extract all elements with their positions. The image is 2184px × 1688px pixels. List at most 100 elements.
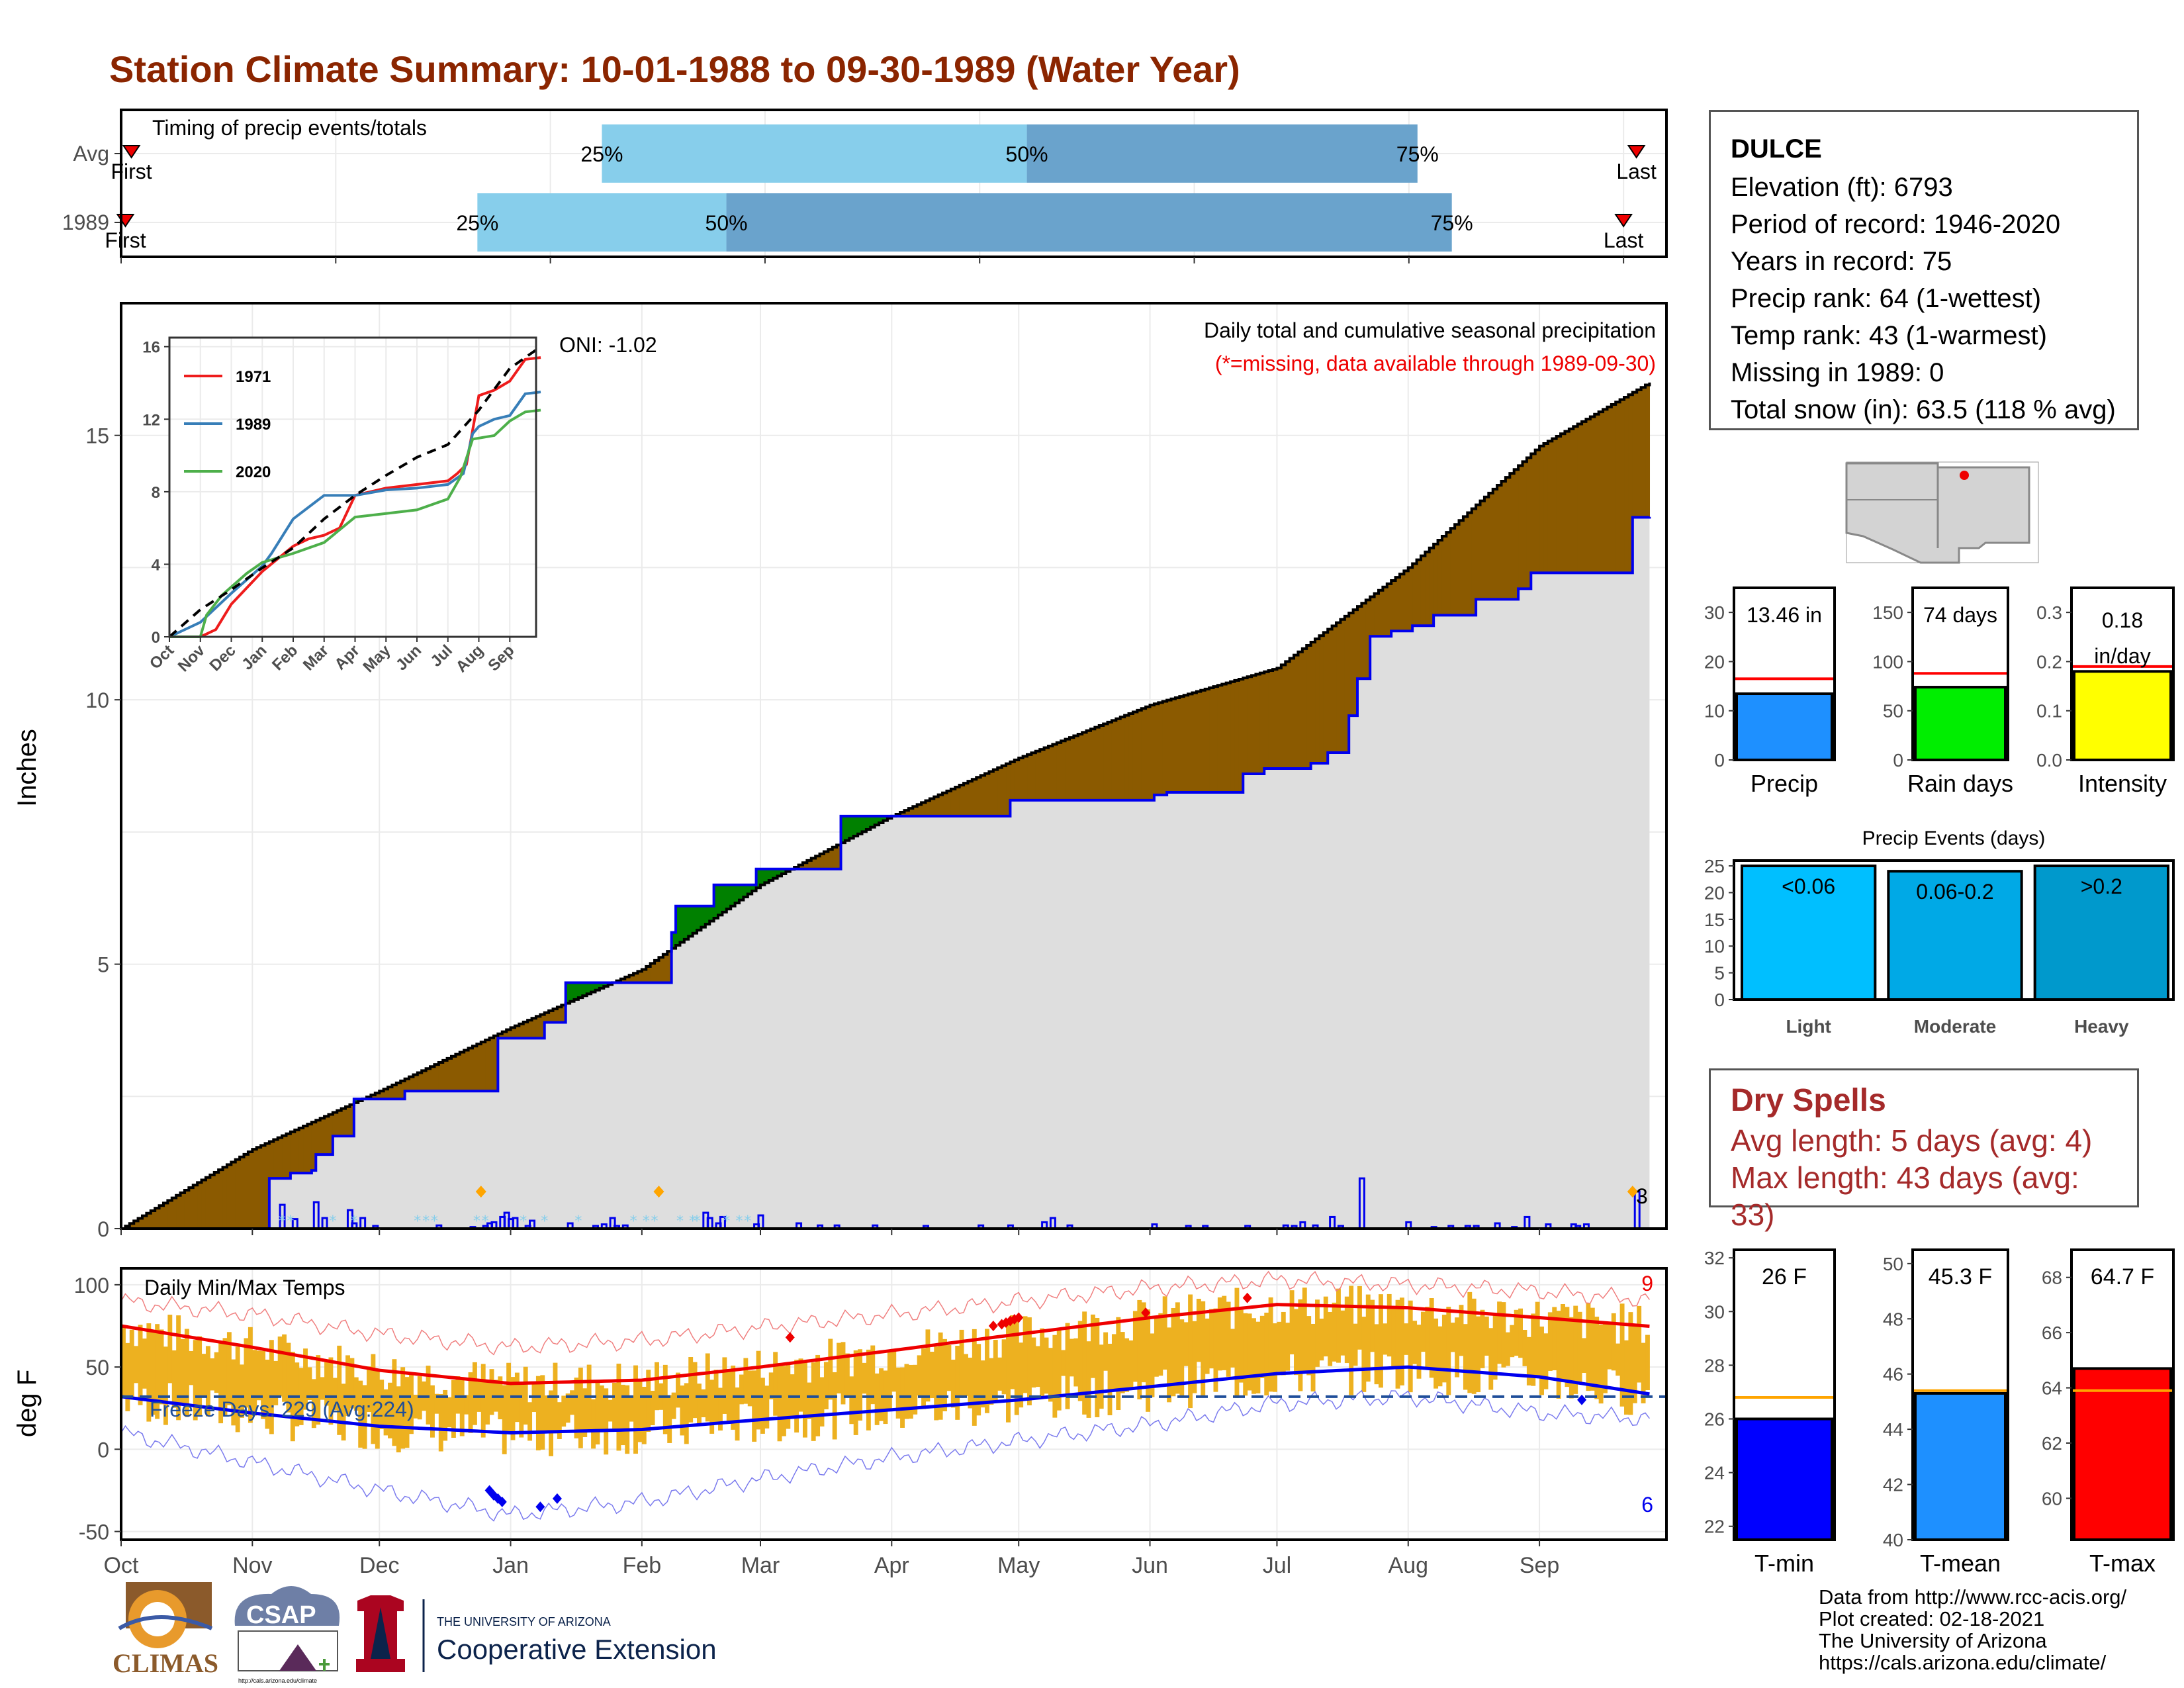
- precip-deficit-band: [832, 847, 837, 869]
- precip-deficit-band: [1518, 465, 1524, 589]
- precip-deficit-band: [252, 1149, 257, 1229]
- temp-daily-range: [1183, 1322, 1189, 1366]
- precip-surplus-band: [591, 982, 596, 992]
- precip-deficit-band: [1619, 399, 1625, 573]
- precip-deficit-band: [1573, 426, 1578, 573]
- temp-daily-range: [676, 1372, 680, 1408]
- credit-university: The University of Arizona: [1819, 1629, 2047, 1652]
- precip-y-tick-label: 10: [85, 688, 109, 712]
- precip-deficit-band: [320, 1118, 325, 1155]
- precip-deficit-band: [222, 1167, 228, 1229]
- logos: CLIMAS CSAP http://cals.arizona.edu/clim…: [113, 1582, 717, 1684]
- temp-daily-range: [1001, 1339, 1007, 1395]
- precip-deficit-band: [1383, 586, 1388, 637]
- record-count-label: 3: [1636, 1184, 1648, 1208]
- csap-logo-text: CSAP: [246, 1601, 316, 1629]
- timing-frame: [120, 109, 1668, 258]
- precip-deficit-band: [1632, 392, 1637, 518]
- temp-daily-range: [819, 1377, 825, 1427]
- small-panel-y-tick-label: 30: [1704, 602, 1725, 623]
- temp-daily-range: [502, 1385, 507, 1454]
- temp-daily-range: [358, 1380, 363, 1448]
- inset-y-tick-label: 0: [152, 629, 160, 647]
- temp-daily-range: [1247, 1313, 1252, 1391]
- precip-deficit-band: [1006, 763, 1011, 816]
- precip-observed-line: [121, 516, 1651, 1230]
- temp-daily-range: [1611, 1313, 1616, 1371]
- precip-deficit-band: [1603, 409, 1608, 573]
- temp-daily-range: [485, 1381, 490, 1425]
- temp-daily-range: [1526, 1336, 1531, 1385]
- precip-surplus-band: [781, 868, 786, 874]
- temp-daily-range: [549, 1390, 554, 1456]
- precip-deficit-band: [1289, 658, 1295, 769]
- temp-daily-range: [1259, 1315, 1265, 1378]
- precip-deficit-band: [307, 1124, 312, 1174]
- precip-deficit-band: [837, 845, 842, 869]
- temp-daily-range: [464, 1395, 469, 1415]
- temp-daily-range: [705, 1353, 710, 1422]
- precip-deficit-band: [1565, 431, 1570, 573]
- temp-daily-range: [261, 1350, 266, 1419]
- precip-deficit-band: [345, 1106, 351, 1137]
- small-panel-y-tick-label: 62: [2042, 1433, 2062, 1454]
- precip-deficit-band: [1433, 543, 1439, 616]
- precip-deficit-band: [900, 812, 905, 816]
- snow-icon: *: [279, 1213, 286, 1230]
- temp-daily-range: [891, 1349, 897, 1392]
- snow-icon: *: [723, 1213, 730, 1230]
- temp-daily-range: [1441, 1315, 1447, 1383]
- inset-line-1989: [169, 391, 541, 638]
- month-label: Sep: [1520, 1553, 1560, 1578]
- precip-deficit-band: [1255, 674, 1261, 774]
- small-panel-y-tick-label: 64: [2042, 1378, 2062, 1399]
- temp-daily-range: [1349, 1286, 1354, 1395]
- precip-deficit-band: [1146, 706, 1151, 800]
- precip-deficit-band: [1598, 412, 1604, 573]
- temp-daily-range: [150, 1331, 156, 1415]
- temp-daily-range: [662, 1364, 668, 1434]
- small-panel-y-tick-label: 100: [1872, 651, 1903, 672]
- precip-deficit-band: [1247, 677, 1252, 774]
- events-y-tick-label: 10: [1704, 936, 1725, 957]
- small-panel-y-tick-label: 44: [1883, 1419, 1903, 1440]
- events-bar-label: >0.2: [2081, 874, 2122, 898]
- temp-daily-range: [913, 1364, 918, 1415]
- temp-daily-range: [1565, 1307, 1570, 1387]
- temperature-panel: Daily Min/Max Temps Freeze Days: 229 (Avg…: [13, 1267, 1668, 1578]
- precip-surplus-band: [722, 884, 727, 912]
- temp-daily-range: [828, 1338, 833, 1400]
- precip-deficit-band: [371, 1095, 376, 1100]
- temp-daily-range: [1201, 1301, 1206, 1397]
- temp-daily-range: [544, 1395, 549, 1433]
- precip-deficit-band: [1365, 600, 1371, 679]
- temp-daily-range: [578, 1368, 583, 1448]
- precip-deficit-band: [142, 1215, 147, 1229]
- precip-deficit-band: [553, 1009, 558, 1023]
- precip-surplus-band: [582, 982, 588, 996]
- small-panel-value: 26 F: [1762, 1264, 1807, 1289]
- precip-deficit-band: [375, 1093, 380, 1100]
- temp-daily-range: [430, 1385, 435, 1438]
- precip-deficit-band: [1416, 559, 1422, 626]
- precip-deficit-band: [273, 1139, 279, 1179]
- credit-source: Data from http://www.rcc-acis.org/: [1819, 1585, 2127, 1609]
- temp-daily-range: [641, 1386, 647, 1444]
- temp-daily-range: [895, 1367, 901, 1419]
- temp-daily-range: [561, 1395, 567, 1427]
- temp-y-tick-label: 50: [85, 1356, 109, 1380]
- totals-panels: 13.46 in 0 10 20 30 Precip 74 days 0 50 100 150 Rai…: [1704, 586, 2175, 797]
- precip-deficit-band: [1340, 619, 1345, 753]
- temp-daily-range: [985, 1329, 989, 1413]
- temp-daily-range: [1158, 1313, 1163, 1376]
- precip-deficit-band: [917, 804, 922, 816]
- precip-deficit-band: [1306, 645, 1312, 769]
- cooperative-extension: Cooperative Extension: [437, 1634, 717, 1665]
- precip-deficit-band: [1154, 704, 1159, 795]
- temp-daily-range: [332, 1378, 338, 1411]
- temp-daily-range: [1492, 1313, 1498, 1380]
- temp-daily-range: [1539, 1326, 1544, 1395]
- precip-deficit-band: [489, 1037, 494, 1092]
- temp-daily-range: [1459, 1305, 1464, 1356]
- small-panel-label: Precip: [1751, 770, 1818, 797]
